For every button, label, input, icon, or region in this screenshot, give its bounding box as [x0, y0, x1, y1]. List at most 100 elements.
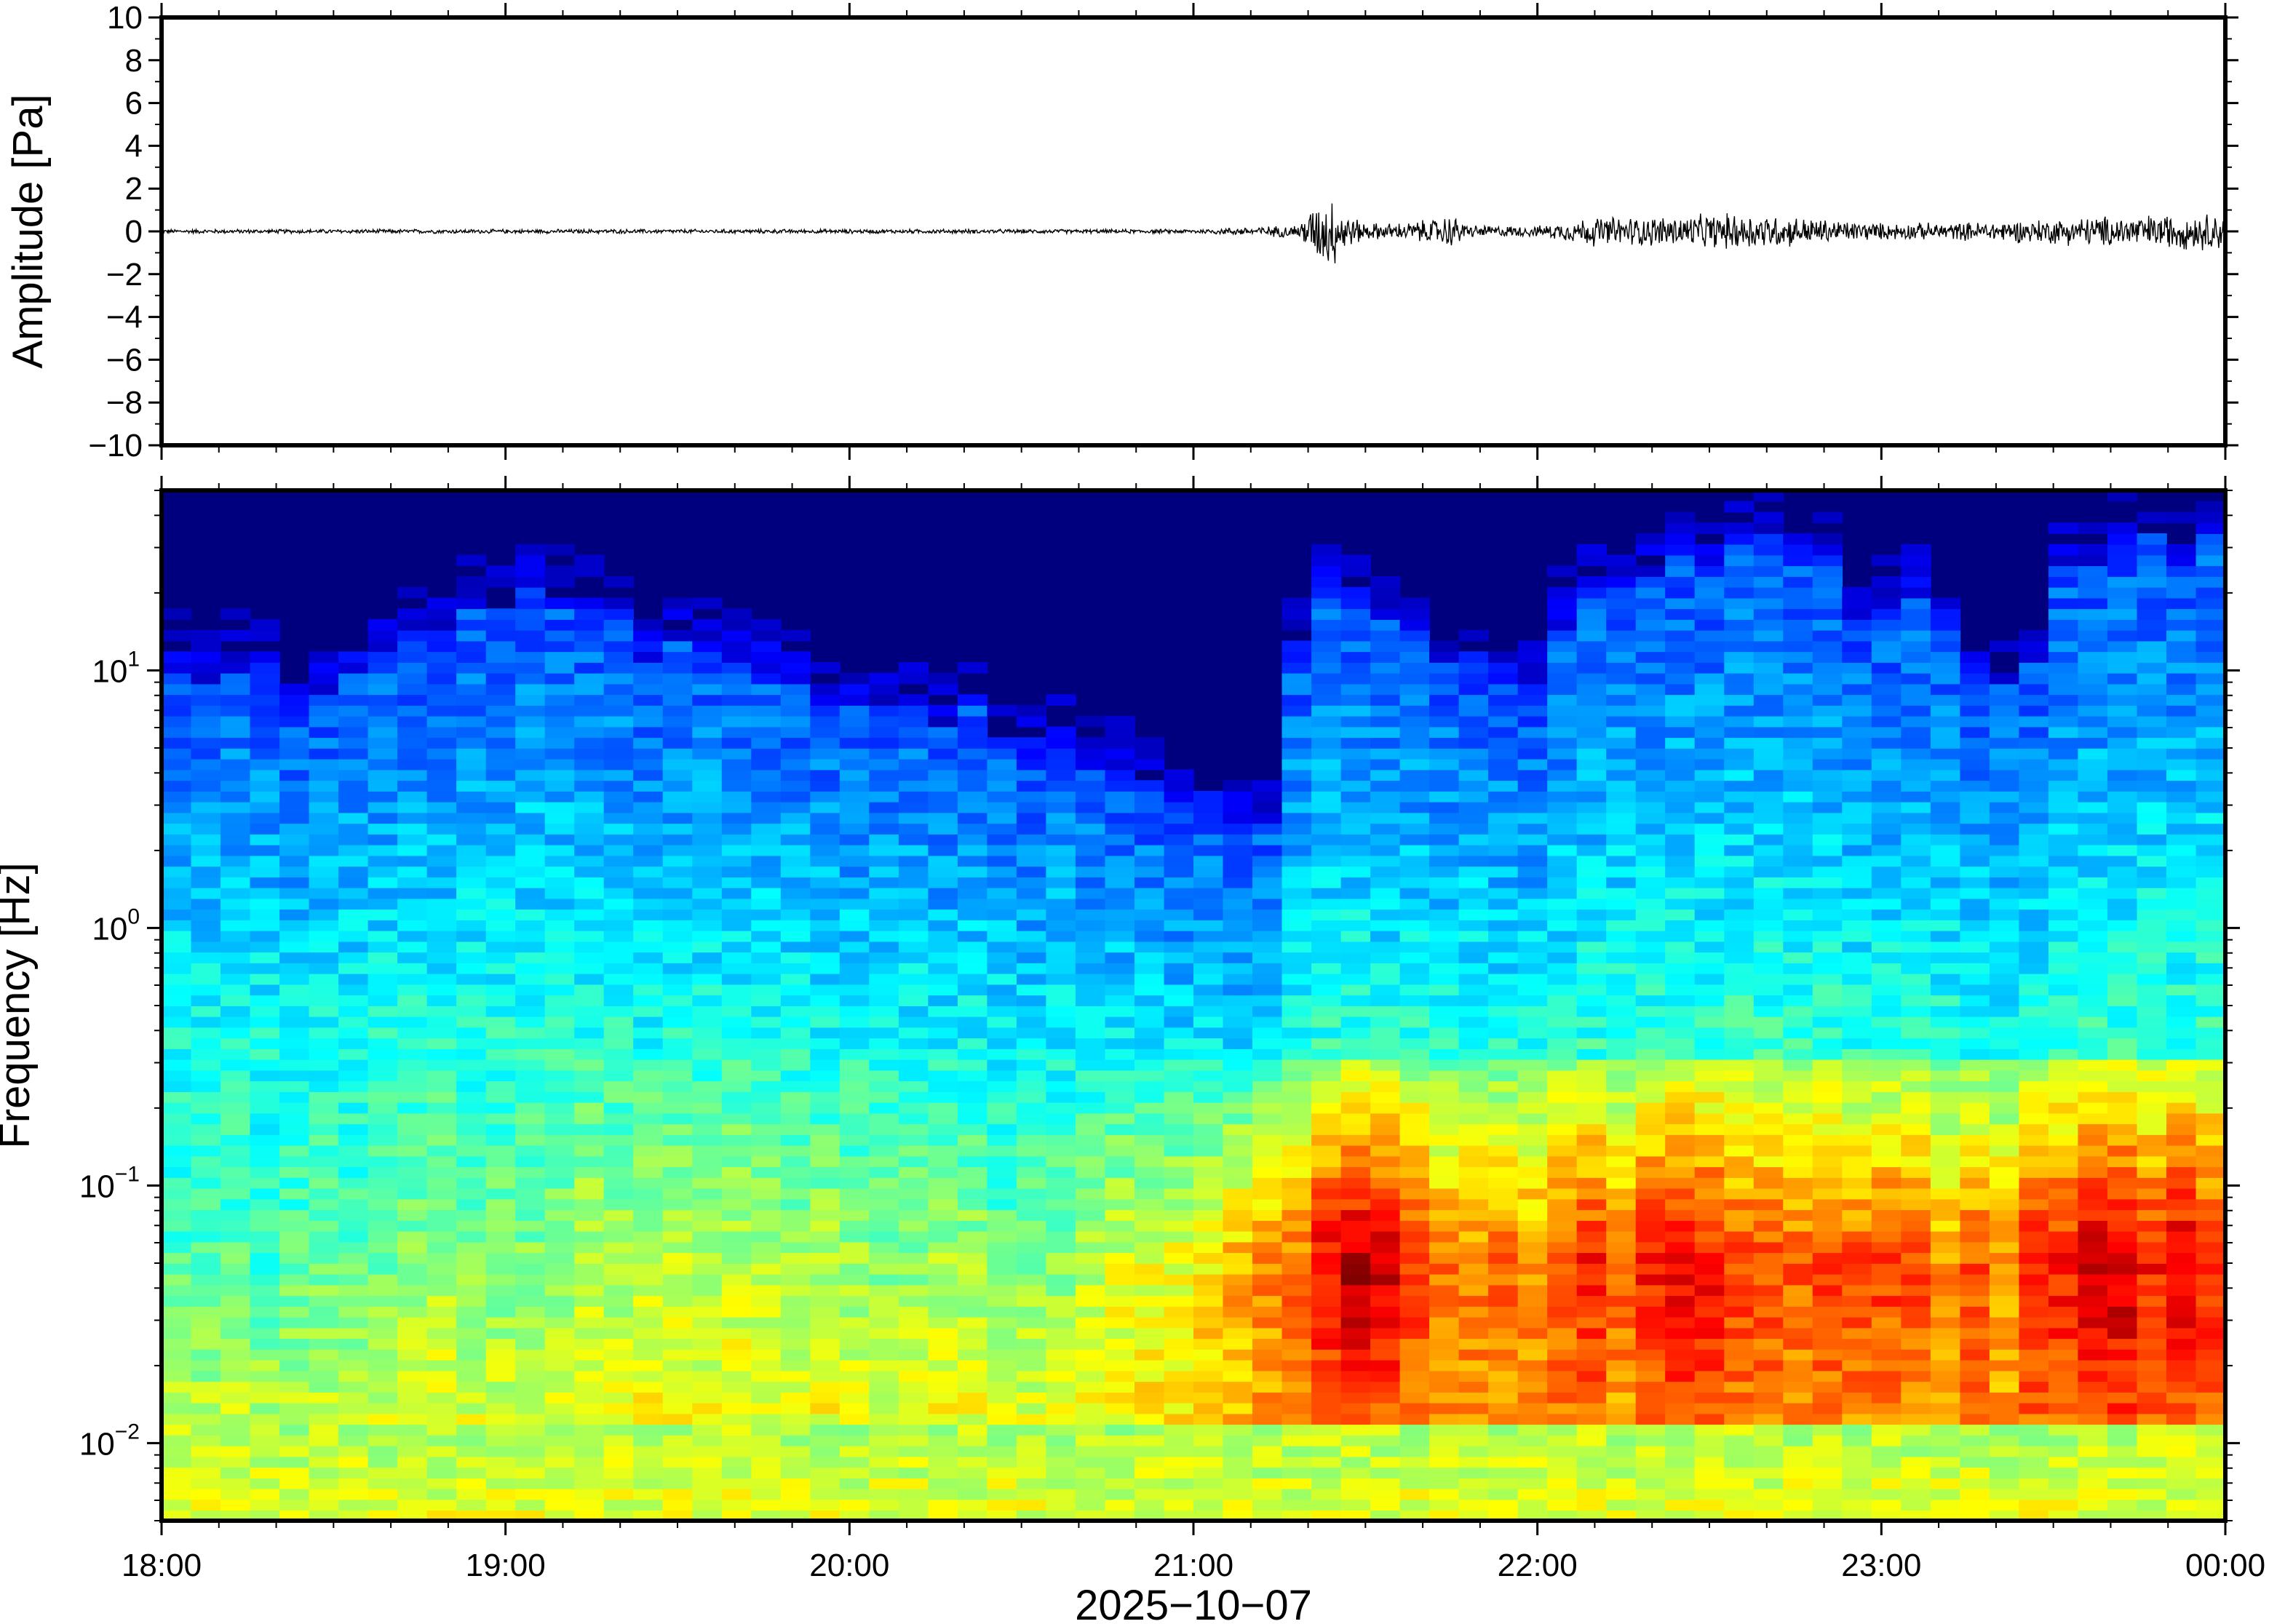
- spectrogram-cell: [1193, 1016, 1224, 1028]
- spectrogram-cell: [485, 995, 516, 1006]
- spectrogram-cell: [1576, 1295, 1607, 1307]
- spectrogram-cell: [220, 930, 251, 942]
- spectrogram-cell: [633, 1381, 664, 1393]
- spectrogram-cell: [1105, 1435, 1135, 1446]
- spectrogram-cell: [1842, 1381, 1872, 1393]
- spectrogram-cell: [1783, 1123, 1813, 1135]
- spectrogram-cell: [1134, 1349, 1165, 1361]
- spectrogram-cell: [1724, 651, 1755, 663]
- spectrogram-cell: [1193, 1510, 1224, 1521]
- spectrogram-cell: [426, 1230, 457, 1243]
- spectrogram-cell: [1753, 823, 1784, 835]
- spectrogram-cell: [957, 748, 988, 760]
- spectrogram-cell: [1635, 1370, 1666, 1382]
- spectrogram-cell: [1046, 823, 1076, 835]
- spectrogram-cell: [191, 629, 221, 642]
- spectrogram-cell: [1105, 1145, 1135, 1157]
- spectrogram-cell: [1488, 941, 1519, 953]
- spectrogram-cell: [485, 780, 516, 792]
- spectrogram-cell: [1576, 887, 1607, 899]
- spectrogram-cell: [721, 844, 752, 856]
- spectrogram-cell: [1046, 1230, 1076, 1243]
- spectrogram-cell: [544, 1166, 575, 1178]
- spectrogram-cell: [1075, 1306, 1106, 1318]
- spectrogram-cell: [1576, 1166, 1607, 1178]
- spectrogram-cell: [1223, 1284, 1253, 1297]
- spectrogram-cell: [1694, 662, 1725, 674]
- spectrogram-cell: [1311, 1435, 1342, 1446]
- spectrogram-cell: [869, 1145, 899, 1157]
- spectrogram-cell: [692, 941, 723, 953]
- spectrogram-cell: [544, 1209, 575, 1221]
- spectrogram-cell: [1164, 1435, 1194, 1446]
- spectrogram-cell: [1753, 1359, 1784, 1372]
- spectrogram-cell: [1075, 973, 1106, 985]
- spectrogram-cell: [633, 1016, 664, 1028]
- spectrogram-cell: [1252, 812, 1283, 824]
- spectrogram-cell: [279, 1392, 310, 1404]
- spectrogram-cell: [1075, 930, 1106, 942]
- spectrogram-cell: [1812, 586, 1843, 599]
- spectrogram-cell: [1105, 801, 1135, 813]
- spectrogram-cell: [338, 1198, 369, 1211]
- spectrogram-cell: [1753, 1155, 1784, 1168]
- spectrogram-cell: [1488, 705, 1519, 717]
- spectrogram-cell: [456, 855, 487, 867]
- spectrogram-cell: [279, 1070, 310, 1082]
- spectrogram-cell: [485, 1273, 516, 1286]
- spectrogram-cell: [544, 1220, 575, 1232]
- spectrogram-cell: [1606, 1456, 1637, 1468]
- wave-ytick-label: 6: [125, 86, 143, 122]
- spectrogram-cell: [869, 1080, 899, 1092]
- spectrogram-cell: [456, 758, 487, 771]
- spectrogram-cell: [928, 672, 958, 685]
- spectrogram-cell: [1281, 1349, 1312, 1361]
- spectrogram-cell: [1783, 866, 1813, 877]
- spectrogram-cell: [1665, 1349, 1696, 1361]
- spectrogram-cell: [810, 705, 841, 717]
- spectrogram-cell: [279, 1499, 310, 1511]
- spectrogram-cell: [1340, 1263, 1371, 1275]
- spectrogram-cell: [692, 1027, 723, 1039]
- spectrogram-cell: [574, 1006, 605, 1017]
- spectrogram-cell: [987, 1187, 1017, 1200]
- spectrogram-cell: [1547, 1402, 1578, 1414]
- spectrogram-cell: [162, 1145, 192, 1157]
- spectrogram-cell: [721, 662, 752, 674]
- spectrogram-cell: [1842, 930, 1872, 942]
- spectrogram-cell: [1046, 726, 1076, 739]
- spectrogram-cell: [1281, 1359, 1312, 1372]
- spectrogram-cell: [1458, 726, 1489, 739]
- spectrogram-cell: [1488, 780, 1519, 792]
- spectrogram-cell: [1694, 640, 1725, 653]
- spectrogram-cell: [1311, 1402, 1342, 1414]
- spectrogram-cell: [1635, 1166, 1666, 1178]
- spectrogram-cell: [1429, 1392, 1460, 1404]
- spectrogram-cell: [1134, 952, 1165, 963]
- spectrogram-cell: [1871, 1349, 1902, 1361]
- spectrogram-cell: [1340, 963, 1371, 974]
- spectrogram-cell: [1576, 844, 1607, 856]
- spectrogram-cell: [1635, 1059, 1666, 1071]
- spectrogram-cell: [367, 1273, 398, 1286]
- spectrogram-cell: [898, 672, 929, 685]
- spectrogram-cell: [162, 726, 192, 739]
- spectrogram-cell: [426, 726, 457, 739]
- spectrogram-cell: [987, 1177, 1017, 1189]
- spectrogram-cell: [751, 909, 782, 920]
- spectrogram-cell: [1193, 1413, 1224, 1425]
- spectrogram-cell: [692, 1306, 723, 1318]
- spectrogram-cell: [1635, 1187, 1666, 1200]
- spectrogram-cell: [426, 758, 457, 771]
- spectrogram-cell: [1724, 1198, 1755, 1211]
- spectrogram-cell: [191, 726, 221, 739]
- spectrogram-cell: [692, 1435, 723, 1446]
- waveform-trace: [162, 203, 2225, 263]
- spectrogram-cell: [1517, 877, 1548, 888]
- spectrogram-cell: [957, 941, 988, 953]
- spectrogram-cell: [633, 1445, 664, 1457]
- spectrogram-cell: [1223, 1027, 1253, 1039]
- spectrogram-cell: [957, 1392, 988, 1404]
- spectrogram-cell: [810, 1134, 841, 1146]
